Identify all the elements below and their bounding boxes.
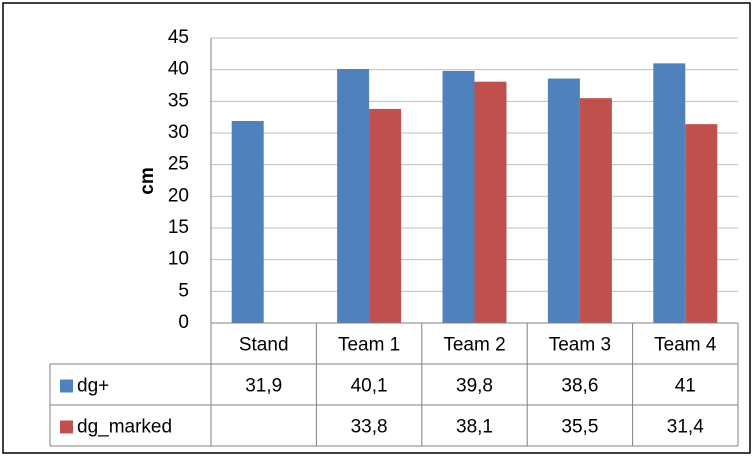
table-value: 38,1 (456, 417, 493, 438)
y-tick-label: 40 (168, 59, 189, 80)
y-axis-label: cm (137, 167, 158, 194)
table-value: 39,8 (456, 376, 493, 397)
table-value: 31,4 (667, 417, 704, 438)
x-tick-label: Team 1 (338, 335, 400, 356)
y-tick-label: 20 (168, 185, 189, 206)
table-value: 31,9 (245, 376, 282, 397)
legend-swatch (60, 379, 73, 393)
table-value: 41 (675, 376, 696, 397)
bar (337, 69, 370, 324)
bar (547, 78, 580, 324)
y-tick-label: 30 (168, 122, 189, 143)
table-value: 33,8 (351, 417, 388, 438)
table-value: 40,1 (351, 376, 388, 397)
x-tick-label: Team 3 (549, 335, 611, 356)
legend-label: dg_marked (77, 417, 172, 438)
legend-swatch (60, 420, 73, 434)
table-value: 35,5 (561, 417, 598, 438)
x-tick-label: Team 2 (443, 335, 505, 356)
y-tick-label: 10 (168, 249, 189, 270)
legend-label: dg+ (77, 376, 109, 397)
bar (579, 98, 612, 324)
x-tick-label: Team 4 (654, 335, 717, 356)
table-value: 38,6 (561, 376, 598, 397)
y-tick-label: 45 (168, 27, 189, 48)
y-tick-label: 5 (178, 280, 189, 301)
bar (231, 120, 264, 323)
bar (442, 70, 475, 323)
x-tick-label: Stand (239, 335, 289, 356)
bar (369, 108, 402, 323)
bar (685, 124, 718, 323)
y-tick-label: 15 (168, 217, 189, 238)
y-tick-label: 25 (168, 154, 189, 175)
bar (474, 81, 507, 323)
y-tick-label: 35 (168, 90, 189, 111)
bar (653, 63, 686, 323)
y-tick-label: 0 (178, 312, 189, 333)
